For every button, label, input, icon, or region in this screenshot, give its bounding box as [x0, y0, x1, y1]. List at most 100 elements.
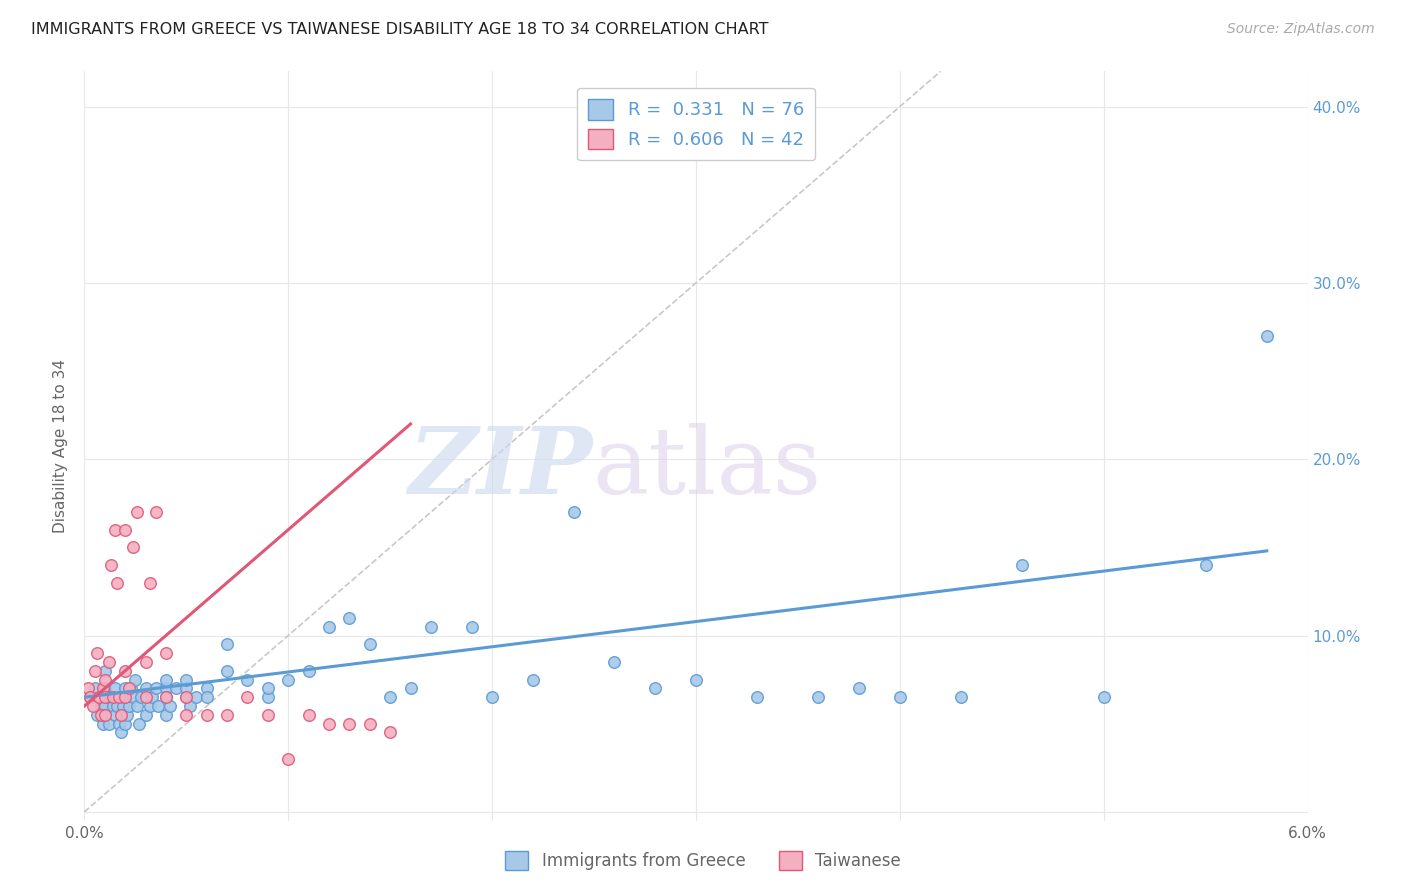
- Text: IMMIGRANTS FROM GREECE VS TAIWANESE DISABILITY AGE 18 TO 34 CORRELATION CHART: IMMIGRANTS FROM GREECE VS TAIWANESE DISA…: [31, 22, 769, 37]
- Point: [114, 664, 136, 678]
- Point: [257, 690, 280, 705]
- Point: [522, 673, 544, 687]
- Point: [186, 690, 208, 705]
- Point: [747, 690, 769, 705]
- Point: [848, 681, 870, 696]
- Point: [217, 707, 239, 722]
- Point: [118, 681, 141, 696]
- Point: [135, 690, 157, 705]
- Point: [86, 646, 108, 660]
- Point: [603, 655, 626, 669]
- Point: [380, 690, 402, 705]
- Point: [112, 699, 135, 714]
- Text: ZIP: ZIP: [408, 424, 592, 514]
- Point: [90, 699, 112, 714]
- Point: [318, 716, 340, 731]
- Point: [277, 752, 299, 766]
- Point: [176, 673, 198, 687]
- Point: [257, 681, 280, 696]
- Point: [122, 690, 145, 705]
- Point: [146, 699, 169, 714]
- Point: [122, 541, 145, 555]
- Point: [217, 664, 239, 678]
- Point: [318, 620, 340, 634]
- Point: [105, 699, 128, 714]
- Point: [128, 716, 150, 731]
- Point: [101, 690, 124, 705]
- Point: [93, 673, 117, 687]
- Point: [104, 681, 127, 696]
- Point: [644, 681, 666, 696]
- Point: [135, 707, 157, 722]
- Point: [83, 664, 105, 678]
- Point: [889, 690, 911, 705]
- Point: [176, 690, 198, 705]
- Point: [127, 505, 149, 519]
- Y-axis label: Disability Age 18 to 34: Disability Age 18 to 34: [53, 359, 69, 533]
- Point: [176, 681, 198, 696]
- Point: [195, 681, 218, 696]
- Point: [83, 681, 105, 696]
- Point: [138, 575, 160, 590]
- Legend: Immigrants from Greece, Taiwanese: Immigrants from Greece, Taiwanese: [498, 844, 908, 877]
- Point: [461, 620, 484, 634]
- Point: [155, 646, 177, 660]
- Point: [114, 523, 136, 537]
- Point: [807, 690, 830, 705]
- Point: [257, 707, 280, 722]
- Point: [120, 681, 142, 696]
- Point: [127, 699, 149, 714]
- Point: [399, 681, 422, 696]
- Point: [97, 655, 120, 669]
- Point: [236, 673, 259, 687]
- Point: [359, 637, 381, 651]
- Legend: R =  0.331   N = 76, R =  0.606   N = 42: R = 0.331 N = 76, R = 0.606 N = 42: [576, 88, 815, 161]
- Point: [1195, 558, 1218, 572]
- Point: [100, 558, 122, 572]
- Point: [217, 637, 239, 651]
- Point: [105, 575, 128, 590]
- Point: [155, 690, 177, 705]
- Text: atlas: atlas: [592, 424, 821, 514]
- Point: [86, 707, 108, 722]
- Point: [298, 707, 321, 722]
- Point: [155, 673, 177, 687]
- Point: [97, 690, 120, 705]
- Point: [114, 690, 136, 705]
- Point: [195, 707, 218, 722]
- Point: [298, 664, 321, 678]
- Point: [91, 681, 114, 696]
- Point: [93, 664, 117, 678]
- Point: [104, 707, 127, 722]
- Point: [82, 699, 104, 714]
- Point: [79, 690, 101, 705]
- Point: [131, 690, 153, 705]
- Point: [118, 699, 141, 714]
- Point: [562, 505, 585, 519]
- Point: [145, 681, 167, 696]
- Point: [380, 725, 402, 739]
- Point: [141, 690, 163, 705]
- Point: [110, 725, 132, 739]
- Point: [124, 673, 146, 687]
- Point: [195, 690, 218, 705]
- Point: [138, 699, 160, 714]
- Point: [108, 716, 131, 731]
- Point: [93, 681, 117, 696]
- Point: [165, 681, 187, 696]
- Point: [93, 707, 117, 722]
- Point: [110, 707, 132, 722]
- Point: [339, 611, 361, 625]
- Point: [176, 690, 198, 705]
- Point: [104, 523, 127, 537]
- Point: [950, 690, 973, 705]
- Point: [114, 681, 136, 696]
- Point: [115, 707, 138, 722]
- Point: [79, 690, 101, 705]
- Point: [1256, 328, 1278, 343]
- Point: [93, 690, 117, 705]
- Point: [91, 716, 114, 731]
- Point: [420, 620, 443, 634]
- Point: [481, 690, 503, 705]
- Text: Source: ZipAtlas.com: Source: ZipAtlas.com: [1227, 22, 1375, 37]
